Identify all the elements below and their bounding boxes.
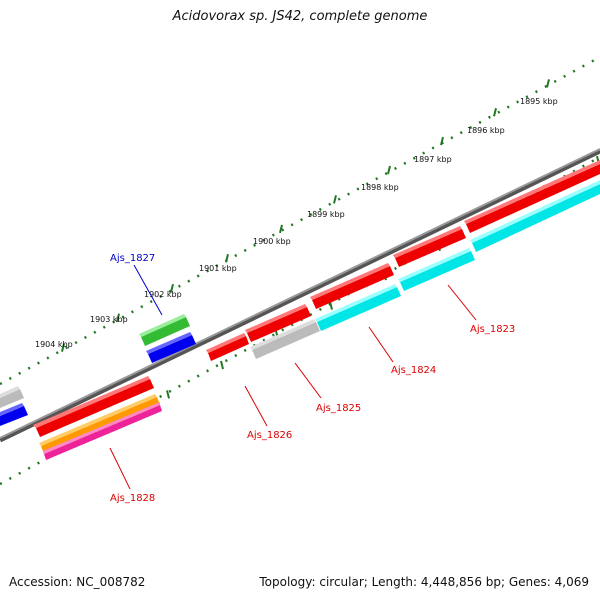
kbp-label: 1898 kbp — [361, 183, 399, 192]
gene-left-blue-partial[interactable] — [0, 403, 28, 426]
gene-label-ajs-1826[interactable]: Ajs_1826 — [247, 430, 292, 441]
gene-left-gray-partial[interactable] — [0, 386, 24, 408]
gene-ajs-1823-red-right[interactable] — [464, 160, 600, 233]
kbp-label: 1895 kbp — [520, 97, 558, 106]
kbp-label: 1901 kbp — [199, 264, 237, 273]
outer-major-tick — [387, 165, 391, 175]
callout-line-ajs-1824 — [368, 326, 394, 363]
kbp-label: 1896 kbp — [467, 126, 505, 135]
inner-major-tick — [329, 301, 333, 310]
gene-ajs-1828-magenta[interactable] — [43, 402, 162, 460]
callout-line-ajs-1827 — [133, 264, 163, 316]
callout-line-ajs-1828 — [109, 447, 131, 490]
gene-label-ajs-1823[interactable]: Ajs_1823 — [470, 324, 515, 335]
kbp-label: 1904 kbp — [35, 340, 73, 349]
genome-backbone — [0, 148, 600, 439]
gene-ajs-1825-gray[interactable] — [250, 319, 320, 359]
outer-major-tick — [116, 313, 120, 322]
accession-text: Accession: NC_008782 — [9, 575, 146, 589]
gene-ajs-1823-red-left[interactable] — [393, 226, 466, 267]
outer-major-tick — [546, 79, 550, 88]
gene-label-ajs-1828[interactable]: Ajs_1828 — [110, 493, 155, 504]
kbp-label: 1902 kbp — [144, 290, 182, 299]
kbp-label: 1899 kbp — [307, 210, 345, 219]
gene-ajs-1825-red[interactable] — [245, 304, 311, 342]
gene-label-ajs-1825[interactable]: Ajs_1825 — [316, 403, 361, 414]
callout-line-ajs-1823 — [447, 284, 477, 321]
kbp-label: 1903 kbp — [90, 315, 128, 324]
genome-title: Acidovorax sp. JS42, complete genome — [172, 9, 428, 24]
outer-major-tick — [61, 343, 65, 352]
kbp-label: 1900 kbp — [253, 237, 291, 246]
inner-major-tick — [220, 360, 224, 370]
inner-major-tick — [166, 390, 170, 399]
outer-major-tick — [170, 284, 174, 293]
gene-ajs-1827-blue[interactable] — [146, 332, 196, 363]
gene-ajs-1826-red[interactable] — [206, 333, 249, 361]
outer-major-tick — [333, 195, 337, 204]
kbp-label: 1897 kbp — [414, 155, 452, 164]
gene-ajs-1823-cyan-right[interactable] — [470, 180, 600, 252]
genome-backbone-shadow — [0, 148, 600, 443]
gene-ajs-1827-green[interactable] — [139, 314, 190, 346]
callout-line-ajs-1826 — [244, 385, 268, 427]
outer-major-tick — [225, 254, 229, 263]
outer-major-tick — [279, 224, 283, 234]
outer-major-tick — [493, 107, 497, 117]
gene-ajs-1824-red[interactable] — [310, 263, 394, 309]
gene-ajs-1828-red[interactable] — [33, 376, 154, 437]
callout-line-ajs-1825 — [294, 362, 322, 399]
outer-major-tick — [440, 136, 444, 146]
gene-ajs-1824-cyan[interactable] — [315, 284, 401, 331]
gene-label-ajs-1824[interactable]: Ajs_1824 — [391, 365, 436, 376]
kbp-labels: 1895 kbp 1896 kbp 1897 kbp 1898 kbp 1899 kbp… — [35, 97, 558, 349]
genome-summary-text: Topology: circular; Length: 4,448,856 bp… — [259, 575, 589, 589]
gene-label-ajs-1827[interactable]: Ajs_1827 — [110, 253, 155, 264]
gene-ajs-1823-cyan-left[interactable] — [398, 248, 475, 291]
